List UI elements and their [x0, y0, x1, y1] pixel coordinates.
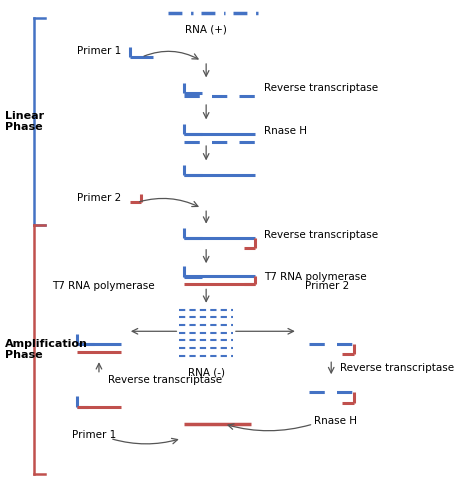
Text: Reverse transcriptase: Reverse transcriptase	[264, 230, 378, 240]
Text: RNA (-): RNA (-)	[188, 368, 225, 378]
Text: T7 RNA polymerase: T7 RNA polymerase	[52, 281, 155, 291]
Text: Linear
Phase: Linear Phase	[5, 110, 44, 132]
Text: Primer 2: Primer 2	[305, 281, 349, 291]
Text: Primer 2: Primer 2	[77, 193, 121, 203]
Text: Reverse transcriptase: Reverse transcriptase	[108, 375, 222, 385]
Text: Primer 1: Primer 1	[77, 46, 121, 56]
Text: Reverse transcriptase: Reverse transcriptase	[264, 83, 378, 92]
Text: RNA (+): RNA (+)	[185, 25, 227, 35]
Text: Reverse transcriptase: Reverse transcriptase	[340, 363, 454, 374]
Text: Rnase H: Rnase H	[264, 126, 307, 136]
Text: Rnase H: Rnase H	[314, 416, 357, 426]
Text: T7 RNA polymerase: T7 RNA polymerase	[264, 272, 367, 282]
Text: Primer 1: Primer 1	[73, 430, 117, 440]
Text: Amplification
Phase: Amplification Phase	[5, 339, 88, 360]
